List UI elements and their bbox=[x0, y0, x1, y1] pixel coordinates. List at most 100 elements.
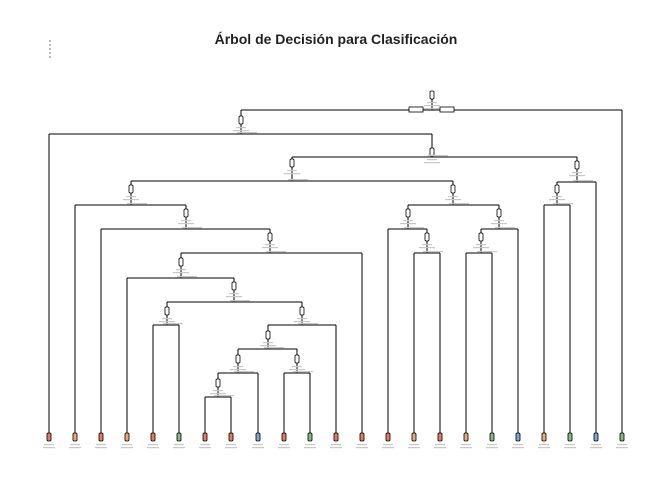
leaf-label bbox=[304, 447, 316, 449]
split-label bbox=[214, 395, 234, 397]
split-label bbox=[127, 203, 147, 205]
node-label bbox=[400, 223, 416, 225]
node-label bbox=[233, 366, 243, 368]
node-label bbox=[226, 296, 242, 298]
tree-node-2 bbox=[429, 147, 435, 157]
leaf-node-9 bbox=[281, 432, 287, 442]
node-label bbox=[210, 393, 226, 395]
split-label bbox=[298, 323, 318, 325]
leaf-label bbox=[96, 444, 106, 446]
node-label bbox=[176, 269, 186, 271]
toolbar-handle-icon bbox=[49, 40, 51, 60]
split-label bbox=[177, 276, 197, 278]
tree-node-3 bbox=[289, 158, 295, 168]
leaf-label bbox=[43, 447, 55, 449]
split-label bbox=[404, 227, 424, 229]
leaf-node-6 bbox=[202, 432, 208, 442]
tree-nodes bbox=[123, 90, 593, 397]
node-label bbox=[448, 196, 458, 198]
leaf-node-17 bbox=[489, 432, 495, 442]
leaf-label bbox=[408, 447, 420, 449]
node-label bbox=[284, 173, 300, 175]
leaf-label bbox=[174, 444, 184, 446]
node-label bbox=[178, 223, 194, 225]
tree-node-13 bbox=[478, 232, 484, 242]
tree-node-5 bbox=[128, 184, 134, 194]
leaf-label bbox=[591, 444, 601, 446]
chart-title: Árbol de Decisión para Clasificación bbox=[214, 31, 458, 47]
node-label bbox=[552, 196, 562, 198]
split-label bbox=[288, 179, 308, 181]
node-label bbox=[419, 247, 435, 249]
leaf-node-8 bbox=[255, 432, 261, 442]
leaf-label bbox=[565, 444, 575, 446]
leaf-node-7 bbox=[228, 432, 234, 442]
leaf-label bbox=[252, 447, 264, 449]
split-label bbox=[449, 203, 469, 205]
leaf-node-0 bbox=[46, 432, 52, 442]
node-label bbox=[494, 220, 504, 222]
leaf-node-13 bbox=[385, 432, 391, 442]
node-label bbox=[427, 159, 437, 161]
leaf-label bbox=[95, 447, 107, 449]
node-label bbox=[445, 199, 461, 201]
leaf-label bbox=[616, 447, 628, 449]
leaf-label bbox=[409, 444, 419, 446]
leaf-label bbox=[617, 444, 627, 446]
leaf-node-15 bbox=[437, 432, 443, 442]
root-split-box bbox=[408, 106, 424, 113]
split-label bbox=[237, 132, 257, 134]
tree-node-8 bbox=[183, 208, 189, 218]
node-label bbox=[491, 223, 507, 225]
split-label bbox=[266, 251, 286, 253]
node-label bbox=[403, 220, 413, 222]
tree-node-17 bbox=[299, 306, 305, 316]
node-label bbox=[159, 321, 175, 323]
leaf-node-11 bbox=[333, 432, 339, 442]
leaf-label bbox=[564, 447, 576, 449]
leaf-label bbox=[539, 444, 549, 446]
node-label bbox=[260, 345, 276, 347]
leaf-label bbox=[200, 444, 210, 446]
leaf-label bbox=[122, 444, 132, 446]
node-label bbox=[287, 170, 297, 172]
split-label bbox=[264, 347, 284, 349]
leaf-label bbox=[357, 444, 367, 446]
split-label bbox=[230, 300, 250, 302]
tree-node-20 bbox=[294, 354, 300, 364]
node-label bbox=[297, 318, 307, 320]
node-label bbox=[549, 199, 565, 201]
split-label bbox=[422, 108, 442, 110]
leaf-label bbox=[460, 447, 472, 449]
node-label bbox=[294, 321, 310, 323]
leaf-node-4 bbox=[150, 432, 156, 442]
leaf-label bbox=[278, 447, 290, 449]
leaf-label bbox=[590, 447, 602, 449]
node-label bbox=[569, 175, 585, 177]
node-label bbox=[263, 342, 273, 344]
node-label bbox=[289, 369, 305, 371]
node-label bbox=[123, 199, 139, 201]
node-label bbox=[422, 244, 432, 246]
split-label bbox=[163, 323, 183, 325]
tree-node-9 bbox=[405, 208, 411, 218]
split-label bbox=[428, 155, 448, 157]
leaf-node-19 bbox=[541, 432, 547, 442]
tree-leaves bbox=[43, 432, 628, 449]
node-label bbox=[173, 272, 189, 274]
node-label bbox=[230, 369, 246, 371]
leaf-label bbox=[70, 444, 80, 446]
tree-node-1 bbox=[238, 115, 244, 125]
node-label bbox=[292, 366, 302, 368]
leaf-label bbox=[461, 444, 471, 446]
tree-edges bbox=[48, 99, 623, 433]
leaf-label bbox=[434, 447, 446, 449]
node-label bbox=[572, 172, 582, 174]
leaf-label bbox=[148, 444, 158, 446]
tree-node-16 bbox=[164, 306, 170, 316]
leaf-label bbox=[226, 444, 236, 446]
tree-node-18 bbox=[265, 330, 271, 340]
leaf-label bbox=[225, 447, 237, 449]
leaf-label bbox=[486, 447, 498, 449]
tree-node-7 bbox=[554, 184, 560, 194]
